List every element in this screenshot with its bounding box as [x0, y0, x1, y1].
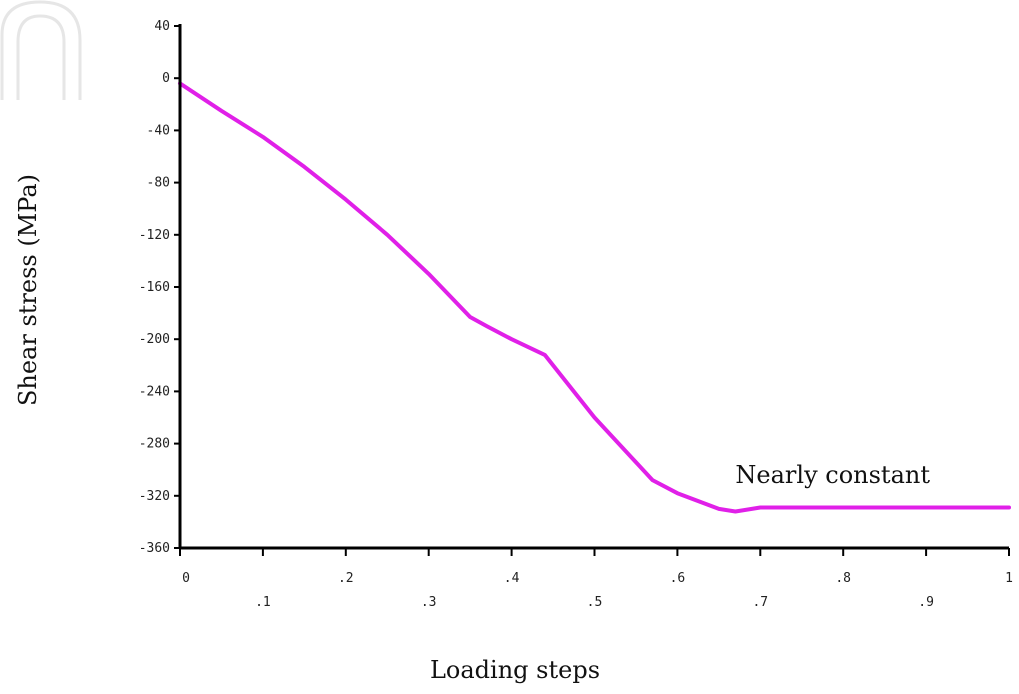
y-tick-label: -200	[139, 332, 170, 347]
x-tick-label: .2	[338, 571, 354, 586]
y-tick-label: -80	[147, 176, 170, 191]
x-tick-label: 0	[182, 571, 190, 586]
x-tick-label: .9	[918, 595, 934, 610]
y-tick-label: -120	[139, 228, 170, 243]
x-tick-label: 1	[1005, 571, 1013, 586]
y-tick-label: -160	[139, 280, 170, 295]
x-tick-label: .7	[752, 595, 768, 610]
series-line	[178, 81, 1011, 514]
watermark-logo	[0, 0, 82, 100]
x-tick-label: .6	[670, 571, 686, 586]
x-tick-label: .3	[421, 595, 437, 610]
series-layer	[178, 81, 1011, 514]
y-tick-label: -240	[139, 384, 170, 399]
y-tick-label: 0	[162, 71, 170, 86]
y-tick-label: 40	[154, 19, 170, 34]
x-axis-title: Loading steps	[430, 656, 600, 684]
y-tick-label: -320	[139, 489, 170, 504]
y-tick-label: -40	[147, 123, 170, 138]
watermark-logo-inner	[16, 14, 66, 100]
y-axis-ticks: 40 0 -40 -80 -120 -160 -200 -240 -280 -320 -360	[139, 19, 180, 556]
y-tick-label: -360	[139, 541, 170, 556]
x-axis-ticks: 0 .2 .4 .6 .8 1 .1 .3 .5 .7 .9	[179, 548, 1013, 610]
x-tick-label: .5	[587, 595, 603, 610]
y-axis-title: Shear stress (MPa)	[14, 174, 42, 406]
y-tick-label: -280	[139, 437, 170, 452]
x-tick-label: .1	[255, 595, 271, 610]
x-tick-label: .8	[835, 571, 851, 586]
annotation-nearly-constant: Nearly constant	[735, 461, 930, 489]
x-tick-label: .4	[504, 571, 520, 586]
